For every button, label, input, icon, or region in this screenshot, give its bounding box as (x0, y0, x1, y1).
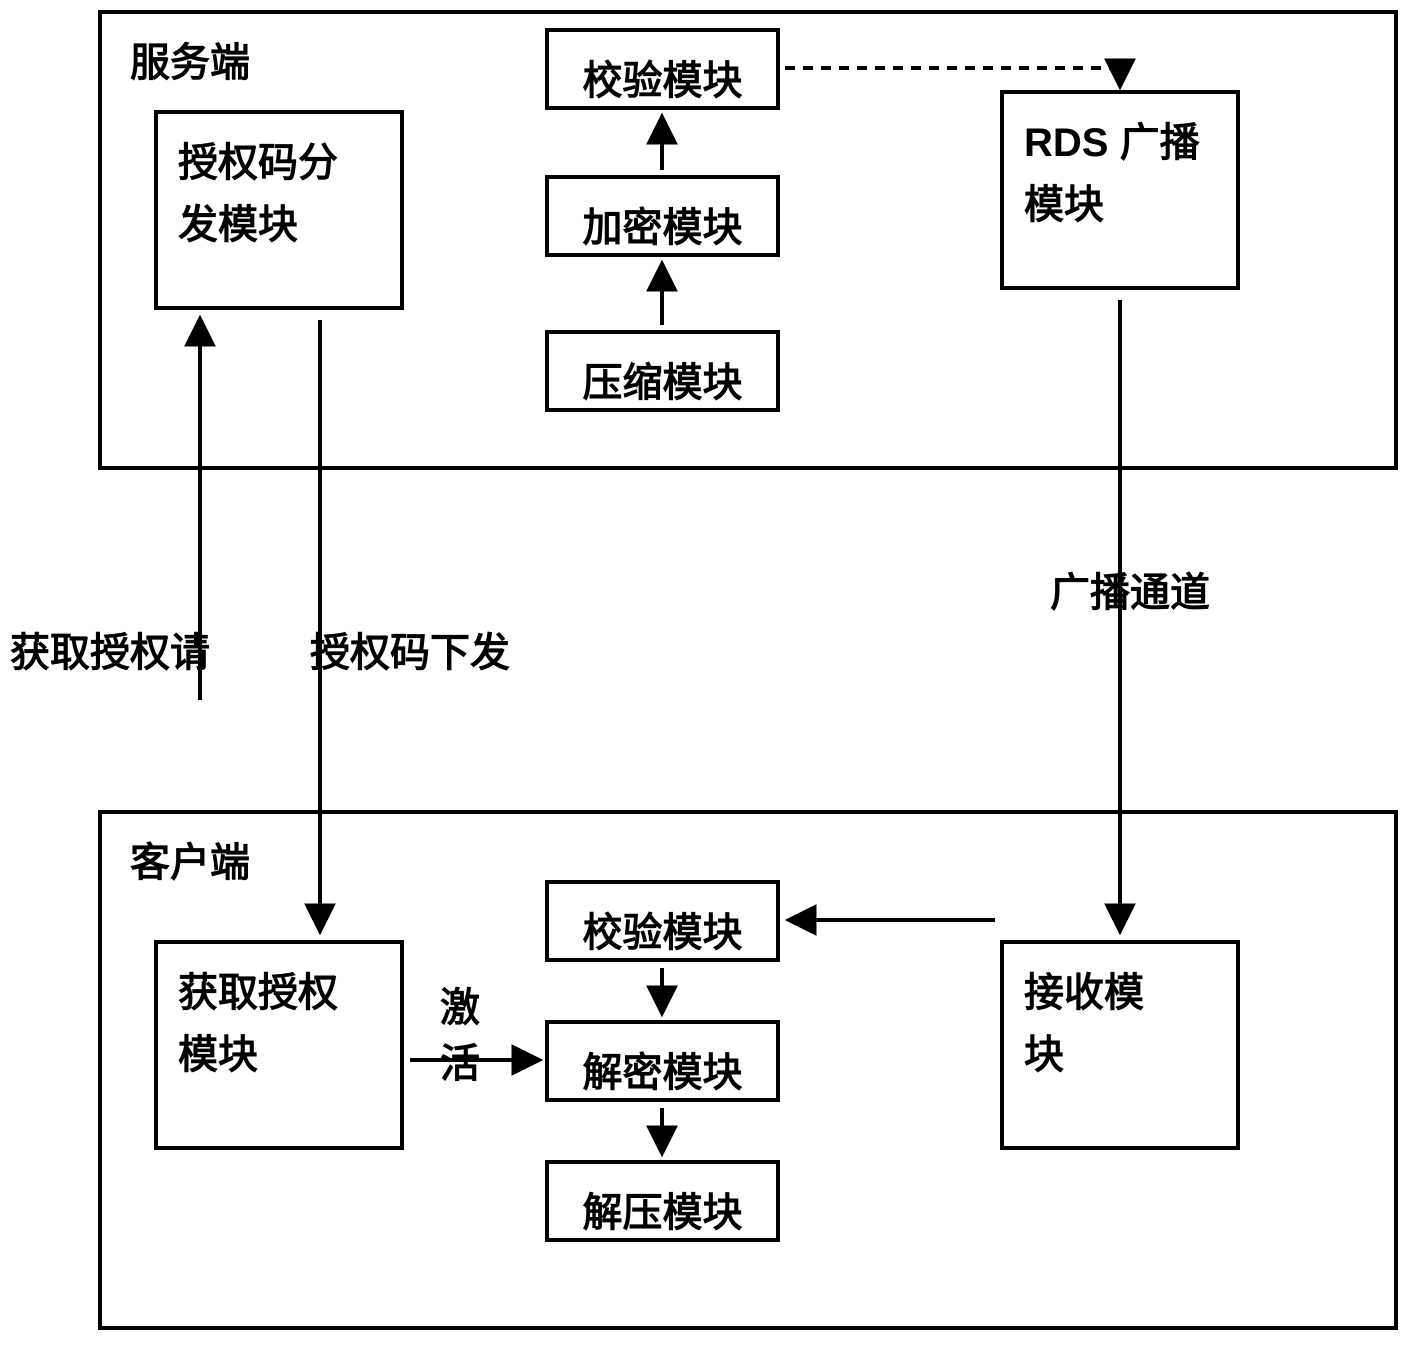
decrypt-module: 解密模块 (545, 1020, 780, 1102)
get-auth-module: 获取授权 模块 (154, 940, 404, 1150)
decompress-module: 解压模块 (545, 1160, 780, 1242)
compress-module: 压缩模块 (545, 330, 780, 412)
auth-code-dispatch-module: 授权码分 发模块 (154, 110, 404, 310)
server-title: 服务端 (130, 30, 250, 88)
rds-broadcast-module: RDS 广播 模块 (1000, 90, 1240, 290)
auth-code-issue-label: 授权码下发 (310, 620, 510, 678)
client-title: 客户端 (130, 830, 250, 888)
get-auth-request-label: 获取授权请 (10, 620, 210, 678)
client-verify-module: 校验模块 (545, 880, 780, 962)
diagram-canvas: 服务端 授权码分 发模块 校验模块 加密模块 压缩模块 RDS 广播 模块 客户… (0, 0, 1419, 1365)
activate-label: 激 活 (440, 980, 480, 1092)
receive-module: 接收模 块 (1000, 940, 1240, 1150)
encrypt-module: 加密模块 (545, 175, 780, 257)
broadcast-channel-label: 广播通道 (1050, 560, 1210, 618)
server-verify-module: 校验模块 (545, 28, 780, 110)
